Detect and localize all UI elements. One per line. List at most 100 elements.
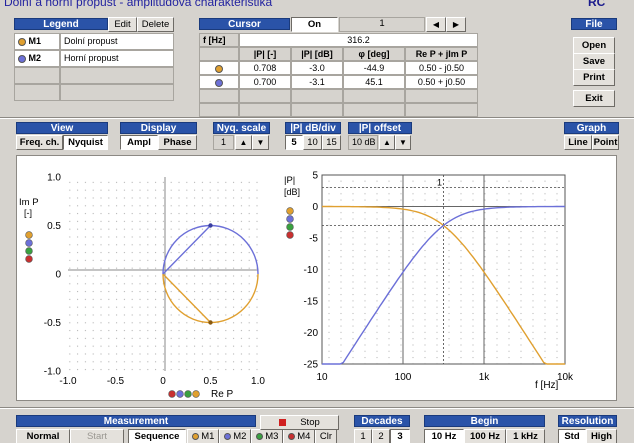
exit-button[interactable]: Exit <box>573 90 615 107</box>
db-div-option-5[interactable]: 5 <box>285 135 303 150</box>
nyq-scale-value: 1 <box>213 135 234 150</box>
bode-ytick-label: 5 <box>312 171 318 182</box>
open-button[interactable]: Open <box>573 37 615 54</box>
nyq-scale-header: Nyq. scale <box>213 122 270 134</box>
legend-row[interactable]: M2 Horní propust <box>14 50 174 67</box>
stop-icon <box>279 418 287 426</box>
resolution-high-button[interactable]: High <box>586 429 617 443</box>
bode-curves <box>322 205 565 365</box>
m2-label: M2 <box>233 431 247 442</box>
cursor-on-toggle[interactable]: On <box>291 17 338 32</box>
cursor-table: f [Hz] 316.2 |P| [-] |P| [dB] φ [deg] Re… <box>199 33 478 117</box>
bode-m2-curve <box>322 205 565 365</box>
cursor-col-header: |P| [dB] <box>291 47 343 61</box>
db-div-option-10[interactable]: 10 <box>303 135 322 150</box>
view-freq-button[interactable]: Freq. ch. <box>16 135 63 150</box>
measurement-clear-button[interactable]: Clr <box>315 429 337 443</box>
bode-ytick-label: -10 <box>304 265 319 276</box>
measurement-m4-button[interactable]: M4 <box>283 429 315 443</box>
legend-row-empty[interactable] <box>14 84 174 101</box>
legend-row-empty[interactable] <box>14 67 174 84</box>
measurement-m3-button[interactable]: M3 <box>251 429 283 443</box>
graph-header: Graph <box>564 122 619 134</box>
m1-marker-icon <box>25 231 33 239</box>
cursor-prev-button[interactable]: ◀ <box>426 17 446 32</box>
measurement-start-button[interactable]: Start <box>70 429 124 443</box>
bode-ytick-label: -15 <box>304 297 319 308</box>
measurement-normal-button[interactable]: Normal <box>16 429 70 443</box>
m3-marker-icon <box>184 390 192 398</box>
legend-row[interactable]: M1 Dolní propust <box>14 33 174 50</box>
bode-ylabel: |P| <box>284 175 295 186</box>
nyquist-ytick-label: -1.0 <box>44 367 62 378</box>
stop-label: Stop <box>300 417 320 428</box>
nyq-scale-down-button[interactable]: ▼ <box>252 135 269 150</box>
decades-option-2[interactable]: 2 <box>372 429 390 443</box>
stop-button[interactable]: Stop <box>260 415 339 430</box>
display-ampl-button[interactable]: Ampl <box>120 135 158 150</box>
display-phase-button[interactable]: Phase <box>158 135 197 150</box>
bode-marker-legend <box>286 207 294 239</box>
m3-label: M3 <box>265 431 279 442</box>
resolution-std-button[interactable]: Std <box>558 429 586 443</box>
separator <box>0 407 634 409</box>
legend-row-id: M1 <box>28 36 42 46</box>
legend-row-name: Horní propust <box>60 50 174 67</box>
cursor-next-button[interactable]: ▶ <box>446 17 466 32</box>
bode-plot: |P| [dB] 10 100 1k 10k 5 0 -5 -10 -15 -20 -25 1 f… <box>284 171 574 392</box>
measurement-header: Measurement <box>16 415 256 427</box>
measurement-m1-button[interactable]: M1 <box>187 429 219 443</box>
legend-edit-button[interactable]: Edit <box>108 17 137 32</box>
m2-marker-icon <box>215 78 223 87</box>
bode-xtick-label: 1k <box>479 372 491 383</box>
save-button[interactable]: Save <box>573 53 615 70</box>
bode-xtick-label: 10k <box>557 372 574 383</box>
offset-down-button[interactable]: ▼ <box>395 135 411 150</box>
nyquist-xtick-label: -1.0 <box>59 376 77 387</box>
bode-xticks: 10 100 1k 10k <box>316 372 574 383</box>
nyq-scale-up-button[interactable]: ▲ <box>235 135 252 150</box>
graph-line-button[interactable]: Line <box>564 135 592 150</box>
cursor-header: Cursor <box>199 18 290 30</box>
decades-option-3[interactable]: 3 <box>390 429 410 443</box>
nyquist-m2-cursor-vector <box>162 225 212 275</box>
begin-option-1khz[interactable]: 1 kHz <box>506 429 545 443</box>
cursor-value: -3.1 <box>291 75 343 89</box>
view-nyquist-button[interactable]: Nyquist <box>63 135 108 150</box>
cursor-value: 0.700 <box>239 75 291 89</box>
m4-marker-icon <box>286 231 294 239</box>
bode-ytick-label: 0 <box>312 202 318 213</box>
bode-ytick-label: -25 <box>304 360 319 371</box>
legend-delete-button[interactable]: Delete <box>137 17 174 32</box>
bode-xtick-label: 10 <box>316 372 328 383</box>
m3-marker-icon <box>255 432 263 440</box>
m3-marker-icon <box>286 223 294 231</box>
window-title: Dolní a horní propust - amplitudová char… <box>4 0 273 9</box>
cursor-value: -44.9 <box>343 61 405 75</box>
begin-option-10hz[interactable]: 10 Hz <box>424 429 464 443</box>
bode-xtick-label: 100 <box>395 372 412 383</box>
bode-ytick-label: -5 <box>309 234 318 245</box>
bode-xlabel: f [Hz] <box>535 380 559 391</box>
begin-option-100hz[interactable]: 100 Hz <box>464 429 506 443</box>
offset-up-button[interactable]: ▲ <box>379 135 395 150</box>
legend-header: Legend <box>14 18 108 30</box>
cursor-index: 1 <box>339 17 425 32</box>
nyquist-ylabel: Im P <box>19 197 39 208</box>
print-button[interactable]: Print <box>573 69 615 86</box>
bode-yunit: [dB] <box>284 187 300 197</box>
cursor-value: 0.50 + j0.50 <box>405 75 478 89</box>
m4-marker-icon <box>168 390 176 398</box>
graph-point-button[interactable]: Point <box>592 135 619 150</box>
m4-marker-icon <box>25 255 33 263</box>
cursor-value: -3.0 <box>291 61 343 75</box>
measurement-m2-button[interactable]: M2 <box>219 429 251 443</box>
decades-option-1[interactable]: 1 <box>354 429 372 443</box>
m4-label: M4 <box>297 431 311 442</box>
cursor-freq-value: 316.2 <box>239 33 478 47</box>
db-div-option-15[interactable]: 15 <box>322 135 341 150</box>
bode-cursor-label: 1 <box>437 178 442 188</box>
measurement-sequence-button[interactable]: Sequence <box>128 429 186 443</box>
db-div-header: |P| dB/div <box>285 122 341 134</box>
nyquist-xtick-label: -0.5 <box>107 376 125 387</box>
